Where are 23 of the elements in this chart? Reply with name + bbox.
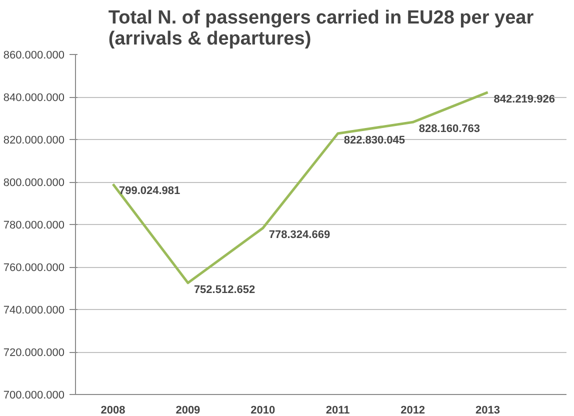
data-label: 752.512.652 <box>194 284 256 296</box>
y-tick-label: 780.000.000 <box>3 220 64 232</box>
y-tick-label: 840.000.000 <box>3 92 64 104</box>
x-tick-label: 2012 <box>400 404 426 416</box>
y-tick-label: 740.000.000 <box>3 304 64 316</box>
data-label: 778.324.669 <box>268 229 330 242</box>
data-label: 842.219.926 <box>494 93 555 106</box>
line-series <box>112 91 490 284</box>
y-tick-label: 720.000.000 <box>3 347 64 359</box>
y-tick-label: 760.000.000 <box>3 262 64 274</box>
x-tick-label: 2011 <box>326 404 350 416</box>
data-label: 822.830.045 <box>344 134 406 146</box>
data-label: 828.160.763 <box>418 123 480 136</box>
x-tick-label: 2009 <box>176 404 200 416</box>
x-tick-label: 2013 <box>476 404 500 416</box>
chart-title: Total N. of passengers carried in EU28 per year (arrivals & departures) <box>108 8 534 50</box>
x-tick-label: 2008 <box>100 404 126 416</box>
y-tick-label: 860.000.000 <box>3 50 64 62</box>
y-tick-label: 800.000.000 <box>3 177 64 189</box>
data-label: 799.024.981 <box>118 185 180 198</box>
y-tick-label: 700.000.000 <box>3 390 64 402</box>
y-tick-label: 820.000.000 <box>3 134 64 146</box>
x-tick-label: 2010 <box>250 404 276 416</box>
